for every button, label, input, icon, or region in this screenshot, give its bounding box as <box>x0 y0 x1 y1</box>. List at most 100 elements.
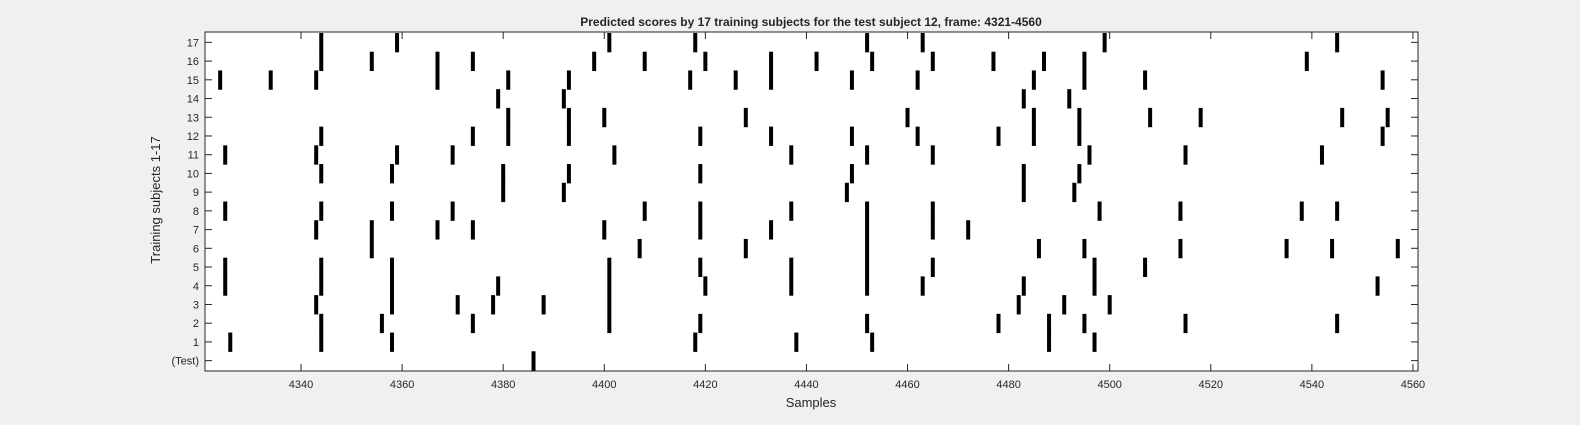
raster-mark <box>865 313 870 334</box>
raster-mark <box>698 313 703 334</box>
raster-mark <box>789 257 794 277</box>
raster-mark <box>566 126 571 146</box>
raster-mark <box>566 70 571 90</box>
raster-mark <box>865 220 870 240</box>
raster-mark <box>1335 201 1340 221</box>
raster-mark <box>844 182 849 203</box>
raster-mark <box>920 276 925 296</box>
raster-mark <box>769 51 774 72</box>
y-tick-label: 12 <box>187 131 199 143</box>
raster-mark <box>1183 313 1188 334</box>
raster-mark <box>1097 201 1102 221</box>
raster-mark <box>390 257 394 277</box>
raster-mark <box>314 145 319 165</box>
raster-mark <box>561 89 566 109</box>
raster-mark <box>698 257 703 277</box>
raster-mark <box>223 257 228 277</box>
y-tick-label: 15 <box>187 75 199 87</box>
raster-mark <box>1082 51 1087 72</box>
raster-mark <box>1077 164 1082 184</box>
raster-mark <box>703 51 708 72</box>
raster-mark <box>491 295 496 315</box>
raster-mark <box>1330 238 1335 259</box>
raster-mark <box>1375 276 1380 296</box>
y-tick-label: 14 <box>187 94 199 106</box>
raster-mark <box>319 33 324 53</box>
raster-mark <box>698 201 703 221</box>
raster-mark <box>501 182 506 203</box>
raster-mark <box>319 201 324 221</box>
raster-mark <box>435 220 440 240</box>
raster-mark <box>814 51 819 72</box>
raster-mark <box>607 276 612 296</box>
raster-mark <box>1107 295 1112 315</box>
x-tick-label: 4460 <box>895 379 919 391</box>
raster-mark <box>698 126 703 146</box>
raster-mark <box>703 276 708 296</box>
y-tick-label: 17 <box>187 37 199 49</box>
raster-mark <box>991 51 996 72</box>
raster-mark <box>470 126 475 146</box>
chart-title-group: Predicted scores by 17 training subjects… <box>580 15 1042 29</box>
y-axis-label: Training subjects 1-17 <box>148 136 163 263</box>
y-tick-label: 1 <box>193 337 199 349</box>
raster-mark <box>1016 295 1021 315</box>
raster-mark <box>390 276 394 296</box>
raster-mark <box>1077 126 1082 146</box>
raster-mark <box>996 126 1001 146</box>
x-tick-label: 4400 <box>592 379 616 391</box>
raster-mark <box>789 201 794 221</box>
raster-mark <box>849 164 854 184</box>
raster-mark <box>1072 182 1077 203</box>
y-tick-label: 8 <box>193 206 199 218</box>
raster-mark <box>1087 145 1092 165</box>
raster-mark <box>496 89 501 109</box>
raster-mark <box>592 51 597 72</box>
raster-mark <box>496 276 501 296</box>
raster-mark <box>1385 107 1390 128</box>
raster-mark <box>642 51 647 72</box>
y-tick-label: 4 <box>193 281 199 293</box>
raster-mark <box>769 70 774 90</box>
raster-mark <box>1143 70 1148 90</box>
raster-mark <box>1031 126 1036 146</box>
raster-mark <box>870 332 875 352</box>
raster-mark <box>1021 164 1026 184</box>
raster-mark <box>602 107 607 128</box>
raster-mark <box>369 220 374 240</box>
raster-mark <box>379 313 384 334</box>
x-axis-label: Samples <box>786 395 837 410</box>
raster-mark <box>865 33 870 53</box>
raster-mark <box>501 164 506 184</box>
plot-area <box>204 31 1419 372</box>
raster-mark <box>769 220 774 240</box>
raster-mark <box>218 70 223 90</box>
raster-mark <box>506 126 511 146</box>
raster-mark <box>1198 107 1203 128</box>
raster-mark <box>314 295 319 315</box>
raster-mark <box>1178 201 1183 221</box>
chart-title: Predicted scores by 17 training subjects… <box>580 15 1042 29</box>
raster-mark <box>470 313 475 334</box>
raster-mark <box>314 70 319 90</box>
raster-mark <box>369 51 374 72</box>
raster-mark <box>870 51 875 72</box>
raster-mark <box>1062 295 1067 315</box>
raster-mark <box>566 107 571 128</box>
raster-mark <box>865 145 870 165</box>
y-tick-label: 16 <box>187 56 199 68</box>
raster-mark <box>930 220 935 240</box>
raster-mark <box>1304 51 1309 72</box>
raster-mark <box>470 51 475 72</box>
raster-mark <box>1021 182 1026 203</box>
raster-mark <box>268 70 273 90</box>
raster-mark <box>642 201 647 221</box>
raster-mark <box>915 70 920 90</box>
raster-mark <box>1380 126 1385 146</box>
x-tick-label: 4560 <box>1401 379 1425 391</box>
raster-mark <box>470 220 475 240</box>
raster-mark <box>435 70 440 90</box>
raster-mark <box>1102 33 1107 53</box>
raster-mark <box>930 145 935 165</box>
